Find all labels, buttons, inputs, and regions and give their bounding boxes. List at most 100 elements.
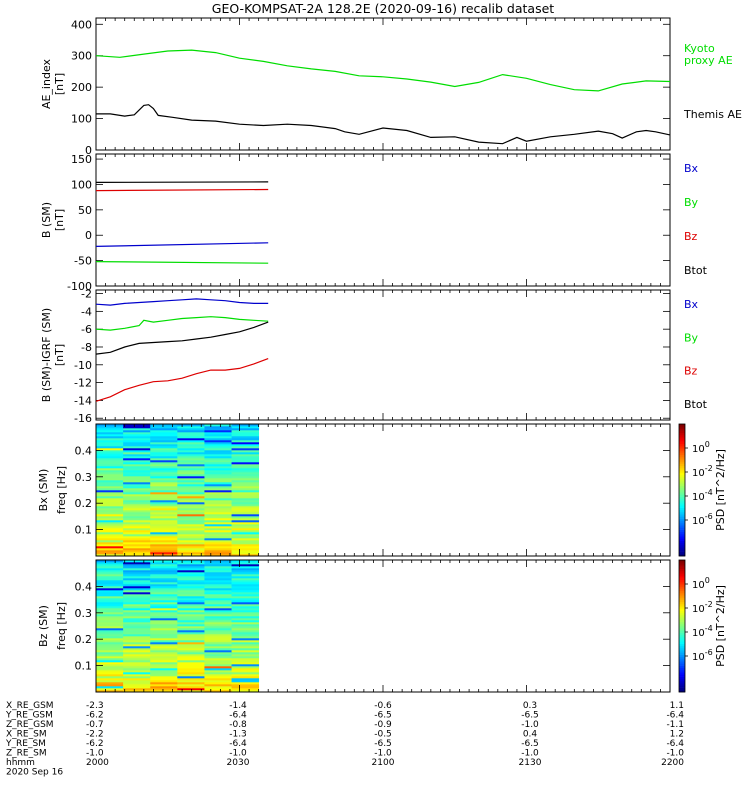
spectrogram-cell xyxy=(204,504,232,507)
spectrogram-cell xyxy=(177,680,205,683)
spectrogram-cell xyxy=(231,436,260,439)
y-axis-label: Bx (SM) xyxy=(37,469,50,512)
spectrogram-cell xyxy=(150,432,178,435)
colorbar-cell xyxy=(679,582,685,585)
colorbar-cell xyxy=(679,531,685,535)
spectrogram-cell xyxy=(204,570,232,573)
spectrogram-cell xyxy=(150,466,178,469)
spectrogram-cell xyxy=(231,650,260,653)
colorbar-tick-label: 10-2 xyxy=(692,600,713,615)
ephemeris-row-label: Y_RE_SM xyxy=(5,739,46,749)
spectrogram-cell xyxy=(96,612,124,615)
spectrogram-cell xyxy=(231,470,260,473)
ephemeris-value: -6.4 xyxy=(666,739,684,749)
spectrogram-cell xyxy=(150,674,178,677)
spectrogram-cell xyxy=(123,496,151,499)
spectrogram-cell xyxy=(177,644,205,647)
spectrogram-cell xyxy=(150,456,178,459)
ephemeris-value: 1.2 xyxy=(670,730,684,740)
colorbar-cell xyxy=(679,501,685,504)
spectrogram-cell xyxy=(204,510,232,513)
spectrogram-cell xyxy=(123,426,151,429)
spectrogram-cell xyxy=(123,646,151,649)
spectrogram-cell xyxy=(123,544,151,547)
spectrogram-cell xyxy=(204,542,232,545)
spectrogram-cell xyxy=(231,682,260,685)
colorbar-cell xyxy=(679,551,685,555)
series-line-bx xyxy=(95,298,269,306)
spectrogram-cell xyxy=(96,602,124,605)
spectrogram-cell xyxy=(204,682,232,685)
spectrogram-cell xyxy=(231,626,260,629)
spectrogram-cell xyxy=(150,562,178,565)
spectrogram-cell xyxy=(204,590,232,593)
y-tick-label: -16 xyxy=(74,412,92,425)
spectrogram-cell xyxy=(96,684,124,687)
spectrogram-cell xyxy=(123,592,151,595)
spectrogram-cell xyxy=(123,686,151,689)
spectrogram-cell xyxy=(177,440,205,443)
y-tick-label: -10 xyxy=(74,359,92,372)
spectrogram-cell xyxy=(204,640,232,643)
ephemeris-value: -0.7 xyxy=(86,720,104,730)
spectrogram-cell xyxy=(96,524,124,527)
spectrogram-cell xyxy=(150,454,178,457)
spectrogram-cell xyxy=(96,480,124,483)
spectrogram-cell xyxy=(150,662,178,665)
colorbar-cell xyxy=(679,665,685,669)
spectrogram-cell xyxy=(150,586,178,589)
spectrogram-cell xyxy=(123,464,151,467)
spectrogram-cell xyxy=(204,536,232,539)
colorbar-cell xyxy=(679,612,685,616)
spectrogram-cell xyxy=(177,442,205,445)
spectrogram-cell xyxy=(123,656,151,659)
spectrogram-cell xyxy=(204,646,232,649)
y-tick-label: 400 xyxy=(71,18,92,31)
spectrogram-cell xyxy=(150,520,178,523)
spectrogram-cell xyxy=(231,538,260,541)
series-line-bx xyxy=(95,242,269,247)
ephemeris-value: -1.0 xyxy=(521,720,539,730)
spectrogram-cell xyxy=(204,644,232,647)
spectrogram-cell xyxy=(96,632,124,635)
ephemeris-value: -6.4 xyxy=(666,711,684,721)
spectrogram-cell xyxy=(204,660,232,663)
ephemeris-value: -6.5 xyxy=(521,739,539,749)
spectrogram-cell xyxy=(177,564,205,567)
spectrogram-cell xyxy=(177,550,205,553)
colorbar-cell xyxy=(679,540,685,544)
spectrogram-cell xyxy=(123,524,151,527)
series-line-kyoto-proxy-ae xyxy=(95,49,671,92)
spectrogram-cell xyxy=(204,526,232,529)
spectrogram-cell xyxy=(150,608,178,611)
ephemeris-value: 2000 xyxy=(86,758,109,768)
spectrogram-cell xyxy=(123,462,151,465)
spectrogram-cell xyxy=(204,488,232,491)
spectrogram-cell xyxy=(123,546,151,549)
spectrogram-cell xyxy=(150,620,178,623)
spectrogram-cell xyxy=(150,614,178,617)
colorbar-cell xyxy=(679,474,685,478)
spectrogram-cell xyxy=(96,630,124,633)
colorbar-cell xyxy=(679,674,685,677)
colorbar-tick-label: 10-4 xyxy=(692,488,713,503)
spectrogram-cell xyxy=(231,520,260,523)
spectrogram-cell xyxy=(231,620,260,623)
y-tick-label: -8 xyxy=(81,341,92,354)
spectrogram-cell xyxy=(204,572,232,575)
spectrogram-cell xyxy=(231,516,260,519)
y-tick-label: -50 xyxy=(74,255,92,268)
spectrogram-cell xyxy=(204,538,232,541)
ephemeris-value: -1.0 xyxy=(374,749,392,759)
spectrogram-cell xyxy=(231,584,260,587)
spectrogram-cell xyxy=(231,616,260,619)
spectrogram-cell xyxy=(204,564,232,567)
spectrogram-cell xyxy=(177,456,205,459)
spectrogram-cell xyxy=(96,646,124,649)
spectrogram-cell xyxy=(96,566,124,569)
spectrogram-cell xyxy=(150,546,178,549)
spectrogram-cell xyxy=(123,476,151,479)
ephemeris-row-label: hhmm xyxy=(6,758,35,768)
colorbar-label: PSD [nT^2/Hz] xyxy=(714,585,727,667)
spectrogram-cell xyxy=(150,646,178,649)
